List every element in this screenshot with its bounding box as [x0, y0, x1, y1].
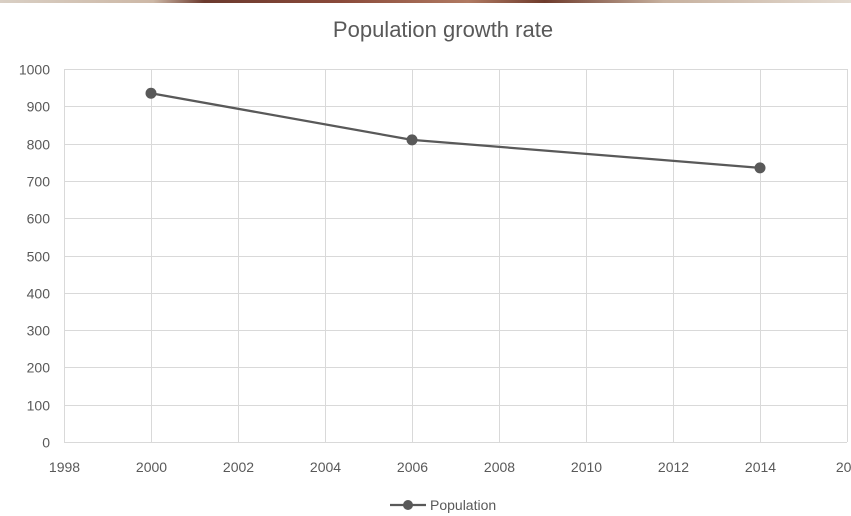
x-tick-label: 2008 — [484, 459, 515, 475]
x-tick-label: 201 — [836, 459, 851, 475]
y-axis-ticks: 0 100 200 300 400 500 600 700 800 900 1000 — [19, 62, 50, 451]
y-tick-label: 200 — [27, 360, 51, 376]
x-tick-label: 2000 — [136, 459, 167, 475]
legend-dot-marker — [403, 500, 413, 510]
x-tick-label: 2012 — [658, 459, 689, 475]
y-tick-label: 900 — [27, 99, 51, 115]
x-tick-label: 1998 — [49, 459, 80, 475]
y-tick-label: 500 — [27, 249, 51, 265]
y-tick-label: 700 — [27, 174, 51, 190]
data-point[interactable] — [406, 134, 418, 146]
series-layer — [145, 87, 766, 174]
x-tick-label: 2010 — [571, 459, 602, 475]
y-tick-label: 400 — [27, 286, 51, 302]
y-tick-label: 1000 — [19, 62, 50, 78]
chart-title: Population growth rate — [333, 17, 553, 42]
data-point[interactable] — [754, 162, 766, 174]
grid-layer — [64, 69, 848, 443]
legend[interactable]: Population — [390, 497, 496, 513]
x-axis-ticks: 1998 2000 2002 2004 2006 2008 2010 2012 2014 201 — [49, 459, 851, 475]
x-tick-label: 2002 — [223, 459, 254, 475]
y-tick-label: 300 — [27, 323, 51, 339]
data-point[interactable] — [145, 87, 157, 99]
y-tick-label: 0 — [42, 435, 50, 451]
y-tick-label: 800 — [27, 137, 51, 153]
x-tick-label: 2006 — [397, 459, 428, 475]
y-tick-label: 100 — [27, 398, 51, 414]
x-tick-label: 2004 — [310, 459, 341, 475]
y-tick-label: 600 — [27, 211, 51, 227]
photo-strip — [0, 0, 851, 3]
x-tick-label: 2014 — [745, 459, 776, 475]
legend-label: Population — [430, 497, 496, 513]
series-line-population — [150, 92, 761, 169]
